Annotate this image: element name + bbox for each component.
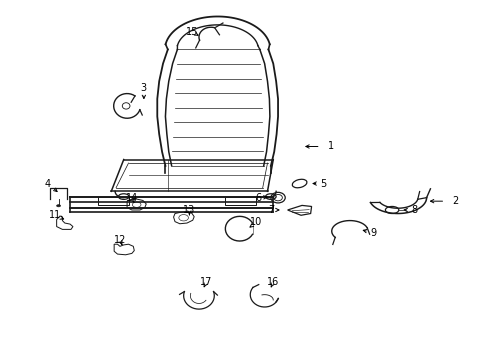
Text: 8: 8 — [411, 205, 417, 215]
Text: 11: 11 — [49, 210, 61, 220]
Text: 9: 9 — [370, 228, 376, 238]
Text: 7: 7 — [267, 205, 273, 215]
Text: 15: 15 — [185, 27, 198, 37]
Text: 12: 12 — [114, 235, 126, 245]
Ellipse shape — [57, 205, 61, 207]
Text: 17: 17 — [200, 277, 212, 287]
Text: 3: 3 — [141, 83, 146, 93]
Bar — [98, 197, 129, 205]
Text: 13: 13 — [183, 205, 195, 215]
Text: 6: 6 — [255, 193, 262, 203]
Text: 10: 10 — [250, 217, 262, 227]
Text: 14: 14 — [125, 193, 138, 203]
Text: 2: 2 — [451, 196, 458, 206]
Text: 5: 5 — [320, 179, 326, 189]
Text: 16: 16 — [266, 277, 279, 287]
Text: 4: 4 — [45, 179, 51, 189]
Bar — [225, 197, 256, 205]
Text: 1: 1 — [327, 141, 333, 152]
